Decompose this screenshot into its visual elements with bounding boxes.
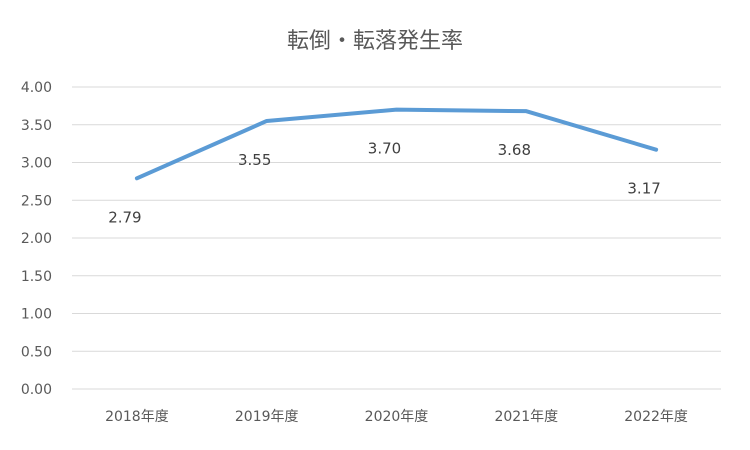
y-axis-ticks: 0.00 0.50 1.00 1.50 2.00 2.50 3.00 3.50 4.00 (21, 80, 52, 398)
y-tick-label: 1.50 (21, 269, 52, 285)
y-tick-label: 0.00 (21, 382, 52, 398)
x-tick-label: 2021年度 (494, 409, 558, 425)
y-tick-label: 3.00 (21, 156, 52, 172)
data-label: 3.17 (627, 180, 660, 198)
y-tick-label: 1.00 (21, 307, 52, 323)
x-tick-label: 2022年度 (624, 409, 688, 425)
y-tick-label: 0.50 (21, 344, 52, 360)
x-tick-label: 2020年度 (365, 409, 429, 425)
data-label: 3.55 (238, 151, 271, 169)
data-labels: 2.79 3.55 3.70 3.68 3.17 (108, 140, 661, 227)
series-line (134, 107, 659, 181)
chart-title: 転倒・転落発生率 (287, 29, 463, 54)
y-tick-label: 2.50 (21, 193, 52, 209)
data-label: 3.70 (368, 140, 401, 158)
x-tick-label: 2018年度 (105, 409, 169, 425)
data-label: 3.68 (498, 141, 531, 159)
data-label: 2.79 (108, 208, 141, 226)
y-tick-label: 3.50 (21, 118, 52, 134)
y-tick-label: 4.00 (21, 80, 52, 96)
gridlines (72, 86, 721, 390)
x-axis-ticks: 2018年度 2019年度 2020年度 2021年度 2022年度 (105, 409, 688, 425)
x-tick-label: 2019年度 (235, 409, 299, 425)
y-tick-label: 2.00 (21, 231, 52, 247)
line-series (134, 107, 659, 181)
